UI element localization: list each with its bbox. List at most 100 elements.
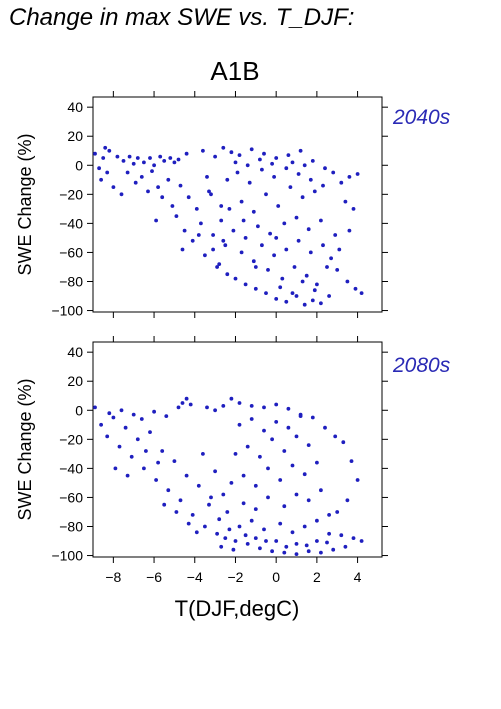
data-point <box>215 531 220 536</box>
data-point <box>296 172 301 176</box>
data-point <box>325 265 329 269</box>
data-point <box>174 214 179 219</box>
data-point <box>359 291 364 295</box>
data-point <box>237 153 242 158</box>
data-point <box>196 233 201 237</box>
data-point <box>184 151 189 156</box>
data-point <box>209 495 213 500</box>
data-point <box>329 256 333 261</box>
data-point <box>327 513 331 517</box>
data-point <box>150 169 154 174</box>
data-point <box>298 148 303 153</box>
data-point <box>243 533 248 538</box>
data-point <box>286 153 291 158</box>
data-point <box>262 151 266 156</box>
data-point <box>201 452 205 456</box>
data-point <box>215 265 220 269</box>
data-point <box>186 521 191 526</box>
data-point <box>286 425 291 430</box>
data-point <box>253 265 258 269</box>
data-point <box>115 154 120 159</box>
y-tick-label: −20 <box>59 186 83 202</box>
y-tick-label: 20 <box>67 373 83 389</box>
data-point <box>162 159 167 163</box>
data-point <box>121 159 126 163</box>
data-point <box>97 166 101 171</box>
data-point <box>312 288 317 293</box>
data-point <box>284 544 289 549</box>
data-point <box>119 408 124 413</box>
data-point <box>221 404 226 408</box>
data-point <box>304 543 309 548</box>
data-point <box>249 417 254 421</box>
data-point <box>144 449 148 453</box>
data-point <box>249 147 254 152</box>
data-point <box>172 459 177 463</box>
data-point <box>294 492 299 497</box>
data-point <box>241 473 246 478</box>
data-point <box>221 492 226 497</box>
data-point <box>205 405 209 410</box>
data-point <box>154 218 159 223</box>
data-point <box>142 160 146 165</box>
data-point <box>327 531 331 536</box>
data-point <box>331 170 336 175</box>
data-point <box>203 253 207 258</box>
y-tick-label: 0 <box>75 402 83 418</box>
data-point <box>274 402 279 407</box>
data-point <box>190 513 195 517</box>
data-point <box>274 539 279 543</box>
data-point <box>186 195 191 200</box>
data-point <box>294 294 299 298</box>
data-point <box>227 527 232 532</box>
data-point <box>345 279 350 284</box>
data-point <box>264 291 268 295</box>
data-point <box>219 204 224 208</box>
data-point <box>139 175 144 179</box>
data-point <box>229 150 234 155</box>
data-point <box>319 488 323 493</box>
data-point <box>260 243 264 248</box>
data-point <box>219 218 224 223</box>
data-point <box>296 238 301 243</box>
data-point <box>292 265 297 269</box>
x-tick-label: 0 <box>272 569 280 585</box>
data-point <box>349 459 354 463</box>
data-point <box>306 443 311 447</box>
data-point <box>93 151 97 156</box>
data-point <box>343 199 348 204</box>
data-point <box>294 542 299 546</box>
data-point <box>245 444 250 449</box>
y-tick-label: −40 <box>59 215 83 231</box>
data-point <box>315 460 319 465</box>
data-point <box>310 298 315 303</box>
data-point <box>282 449 287 453</box>
page-title: Change in max SWE vs. T_DJF: <box>9 4 355 31</box>
data-point <box>337 247 342 252</box>
data-point <box>225 510 230 514</box>
data-point <box>103 145 108 150</box>
data-point <box>351 536 356 540</box>
data-point <box>105 170 110 175</box>
data-point <box>229 396 234 401</box>
data-point <box>211 233 216 237</box>
data-point <box>223 536 228 540</box>
data-point <box>174 510 179 514</box>
data-point <box>223 243 228 248</box>
data-point <box>315 539 319 543</box>
data-point <box>217 262 222 266</box>
x-tick-label: −8 <box>105 569 121 585</box>
data-point <box>241 501 246 506</box>
data-point <box>158 154 163 159</box>
data-point <box>146 189 150 194</box>
data-point <box>274 156 279 160</box>
y-tick-label: 40 <box>67 344 83 360</box>
data-point <box>315 518 319 523</box>
data-point <box>282 221 287 226</box>
data-point <box>256 224 260 229</box>
data-point <box>284 299 289 304</box>
y-tick-label: 40 <box>67 99 83 115</box>
data-point <box>166 488 171 493</box>
data-point <box>99 177 103 182</box>
data-point <box>251 259 256 264</box>
